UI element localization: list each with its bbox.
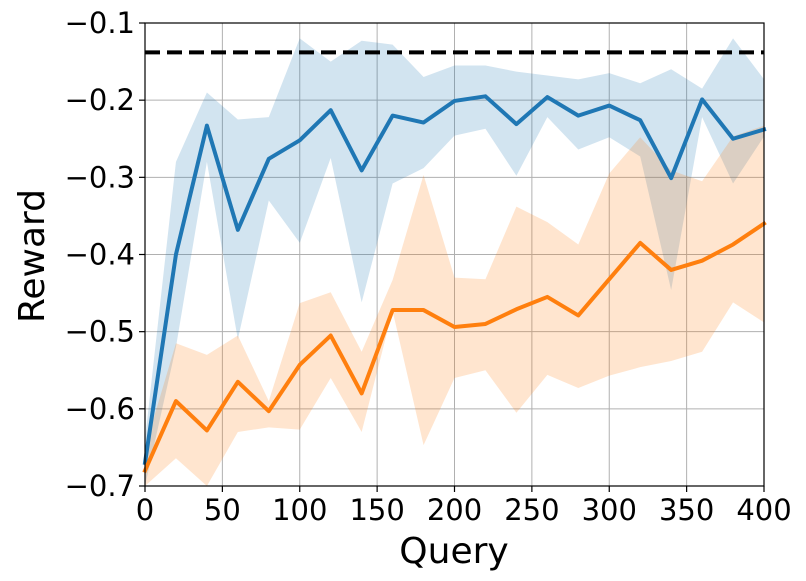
x-tick-label: 300 <box>582 493 637 527</box>
y-tick-label: −0.4 <box>65 238 135 272</box>
y-axis-label: Reward <box>12 189 53 323</box>
y-tick-label: −0.2 <box>65 83 135 117</box>
y-tick-label: −0.3 <box>65 160 135 194</box>
y-tick-labels: −0.7 −0.6 −0.5 −0.4 −0.3 −0.2 −0.1 <box>65 6 135 503</box>
x-axis-label: Query <box>399 531 508 572</box>
y-tick-label: −0.5 <box>65 315 135 349</box>
x-tick-label: 50 <box>204 493 241 527</box>
x-tick-label: 0 <box>136 493 154 527</box>
series-lines <box>142 94 767 474</box>
axis-ticks <box>139 22 765 492</box>
y-tick-label: −0.6 <box>65 392 135 426</box>
orange-confidence-band <box>145 125 764 487</box>
x-tick-label: 150 <box>349 493 404 527</box>
x-tick-label: 250 <box>504 493 559 527</box>
y-tick-label: −0.1 <box>65 6 135 40</box>
blue-confidence-band <box>145 38 764 486</box>
x-tick-label: 350 <box>659 493 714 527</box>
x-tick-label: 200 <box>427 493 482 527</box>
orange-series-line <box>142 220 767 474</box>
blue-series-line <box>142 94 767 466</box>
confidence-bands <box>145 38 764 487</box>
x-tick-labels: 0 50 100 150 200 250 300 350 400 <box>136 493 792 527</box>
x-tick-label: 400 <box>736 493 791 527</box>
y-tick-label: −0.7 <box>65 469 135 503</box>
x-tick-label: 100 <box>272 493 327 527</box>
